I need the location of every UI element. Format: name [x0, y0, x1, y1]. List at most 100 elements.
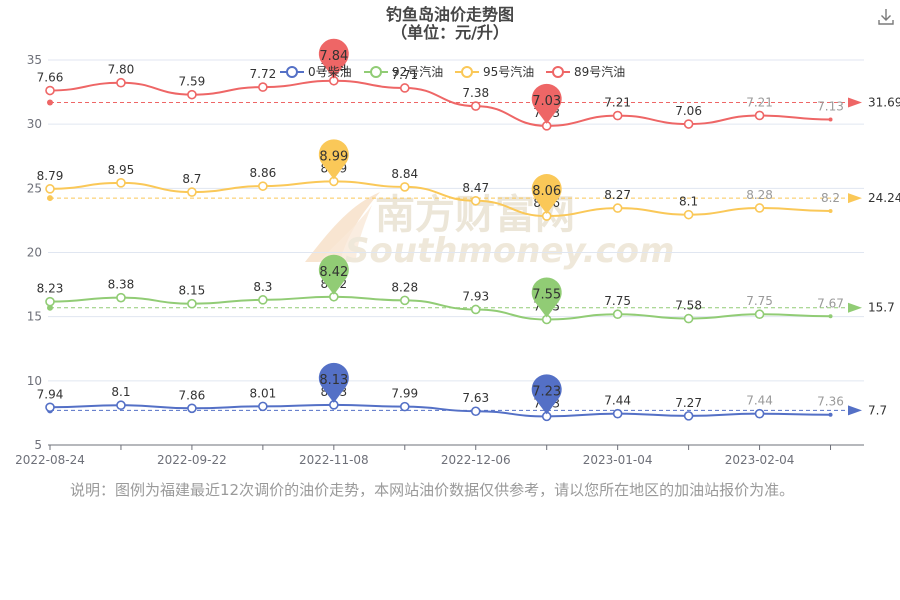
data-point [258, 82, 268, 92]
data-label: 8.79 [37, 169, 64, 183]
x-tick-label: 2022-11-08 [299, 453, 369, 467]
average-start-dot [47, 195, 53, 202]
data-label: 7.21 [746, 95, 773, 109]
data-label: 7.75 [746, 294, 773, 308]
data-label: 8.38 [108, 278, 135, 292]
data-point [612, 408, 623, 419]
data-point [828, 209, 833, 214]
data-label: 7.13 [817, 100, 844, 114]
series-line [49, 180, 831, 218]
data-label: 8.23 [37, 282, 64, 296]
data-label: 7.59 [179, 75, 206, 89]
data-point [612, 203, 623, 213]
data-label: 7.75 [604, 294, 631, 308]
data-label: 7.58 [675, 299, 702, 313]
download-icon[interactable] [878, 9, 894, 25]
y-tick-label: 5 [34, 438, 42, 452]
extreme-pin-label: 7.84 [319, 49, 348, 64]
extreme-pin [531, 374, 562, 415]
legend-label: 92号汽油 [392, 64, 443, 79]
data-point [116, 77, 126, 88]
data-label: 7.66 [37, 71, 64, 85]
extreme-pin [531, 174, 562, 215]
average-lines: 7.7 15.7 24.24 31.69 [47, 96, 900, 417]
average-label: 15.7 [868, 301, 895, 315]
data-point [116, 400, 126, 411]
data-label: 8.86 [250, 166, 277, 180]
data-point [45, 184, 55, 194]
x-tick-label: 2022-12-06 [441, 453, 511, 467]
data-label: 8.15 [179, 284, 206, 298]
data-label: 7.27 [675, 396, 702, 410]
series-line [49, 79, 831, 127]
data-point [399, 401, 410, 412]
data-point [470, 304, 481, 315]
data-label: 8.2 [821, 191, 840, 205]
data-point [683, 119, 694, 129]
average-label: 31.69 [868, 96, 900, 110]
watermark-en: Southmoney.com [345, 231, 674, 271]
y-tick-label: 25 [27, 181, 42, 195]
data-point [116, 178, 126, 188]
extreme-pin [531, 277, 562, 318]
data-label: 7.36 [817, 395, 844, 409]
data-point [470, 406, 481, 417]
average-arrow [848, 405, 862, 416]
data-point [683, 411, 694, 421]
data-label: 8.28 [391, 280, 418, 294]
average-arrow [848, 302, 862, 313]
legend: 0号柴油 92号汽油 95号汽油 89号汽油 [280, 64, 625, 79]
data-label: 7.21 [604, 96, 631, 110]
chart-subtitle: （单位：元/升） [391, 23, 509, 42]
extreme-pin-label: 8.13 [319, 373, 348, 388]
extreme-pin [318, 362, 349, 403]
data-point [828, 412, 833, 417]
data-label: 7.86 [179, 388, 206, 402]
y-tick-label: 30 [27, 117, 42, 131]
data-point [754, 309, 765, 320]
extreme-pin [318, 254, 349, 295]
data-point [116, 292, 126, 303]
data-point [828, 314, 833, 319]
y-tick-label: 15 [27, 310, 42, 324]
data-label: 8.7 [182, 172, 201, 186]
data-label: 8.1 [679, 195, 698, 209]
extreme-pin-label: 7.23 [532, 384, 561, 399]
data-label: 8.1 [111, 385, 130, 399]
data-label: 8.3 [253, 280, 272, 294]
y-tick-label: 20 [27, 246, 42, 260]
legend-marker [552, 66, 564, 78]
data-point [399, 182, 410, 192]
data-label: 7.44 [604, 394, 631, 408]
legend-label: 0号柴油 [308, 65, 352, 79]
data-label: 7.80 [108, 63, 135, 77]
data-point [45, 296, 55, 307]
extreme-pin-label: 8.99 [319, 149, 348, 164]
data-label: 8.95 [108, 163, 135, 177]
data-point [470, 101, 481, 111]
series-line [49, 295, 831, 321]
legend-marker [370, 66, 382, 78]
legend-label: 95号汽油 [483, 64, 534, 79]
data-point [45, 85, 55, 96]
data-point [683, 209, 694, 220]
extreme-pin-label: 8.06 [532, 184, 561, 199]
data-label: 7.06 [675, 104, 702, 118]
data-point [612, 309, 623, 320]
data-label: 8.01 [250, 386, 277, 400]
x-tick-label: 2023-01-04 [583, 453, 653, 467]
legend-marker [286, 66, 298, 78]
legend-marker [461, 66, 473, 78]
extreme-pin [531, 83, 562, 124]
data-point [754, 408, 765, 419]
data-label: 7.72 [250, 67, 277, 81]
average-arrow [848, 97, 862, 108]
data-label: 8.28 [746, 188, 773, 202]
extreme-markers: 8.13 7.23 8.42 7.55 8.99 8.06 7.84 7.03 [318, 38, 562, 415]
data-point [399, 83, 410, 93]
data-label: 8.27 [604, 188, 631, 202]
grid [48, 59, 864, 382]
chart-title: 钓鱼岛油价走势图 [386, 5, 514, 24]
extreme-pin-label: 8.42 [319, 265, 348, 280]
